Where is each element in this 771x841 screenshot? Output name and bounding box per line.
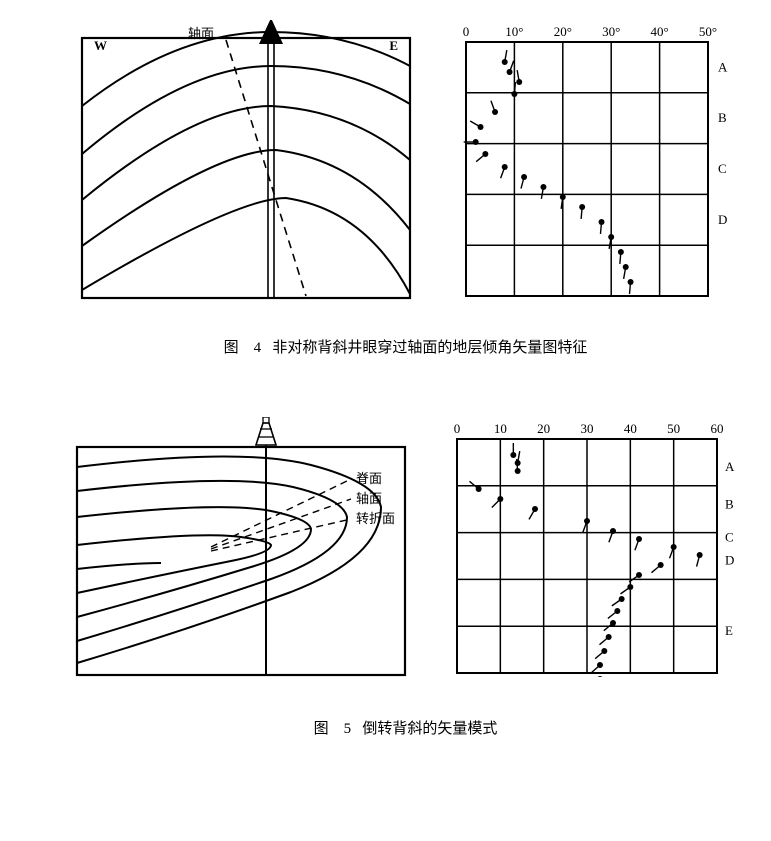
svg-text:50: 50	[667, 421, 680, 436]
fig5-caption-prefix: 图	[314, 721, 329, 737]
svg-text:40°: 40°	[650, 24, 668, 39]
svg-text:转折面: 转折面	[356, 511, 395, 526]
fig4-cross-section: W E 轴面	[76, 20, 416, 306]
svg-text:轴面: 轴面	[188, 26, 214, 41]
svg-text:D: D	[718, 212, 727, 227]
svg-text:W: W	[94, 38, 107, 53]
svg-text:30: 30	[580, 421, 593, 436]
fig4-tadpole-plot: 0 10° 20° 30° 40° 50° A B C D	[436, 20, 736, 300]
fig5-tadpole-svg: 0 10 20 30 40 50 60 A B CD E	[431, 417, 741, 677]
svg-text:A: A	[718, 59, 728, 74]
svg-text:0: 0	[453, 421, 460, 436]
fig4-caption-prefix: 图	[224, 340, 239, 356]
svg-text:脊面: 脊面	[356, 471, 382, 486]
svg-text:D: D	[725, 553, 734, 568]
svg-text:50°: 50°	[698, 24, 716, 39]
fig4-cross-section-svg: W E 轴面	[76, 20, 416, 306]
fig5-caption-text: 倒转背斜的矢量模式	[362, 721, 497, 737]
svg-text:C: C	[718, 161, 727, 176]
svg-text:40: 40	[623, 421, 636, 436]
svg-text:轴面: 轴面	[356, 491, 382, 506]
fig5-caption-number: 5	[344, 721, 352, 737]
fig5-cross-section-svg: 脊面轴面转折面	[71, 417, 411, 687]
svg-text:C: C	[725, 529, 734, 544]
svg-text:10: 10	[493, 421, 506, 436]
svg-text:E: E	[389, 38, 398, 53]
svg-text:10°: 10°	[505, 24, 523, 39]
fig5-cross-section: 脊面轴面转折面	[71, 417, 411, 687]
svg-text:A: A	[725, 459, 735, 474]
svg-text:B: B	[718, 110, 727, 125]
fig4-tadpole-svg: 0 10° 20° 30° 40° 50° A B C D	[436, 20, 736, 300]
fig5-tadpole-plot: 0 10 20 30 40 50 60 A B CD E	[431, 417, 741, 677]
svg-text:30°: 30°	[602, 24, 620, 39]
svg-text:60: 60	[710, 421, 723, 436]
fig5-caption: 图 5 倒转背斜的矢量模式	[20, 717, 771, 738]
figure-5-row: 脊面轴面转折面 0 10 20 30 40 50 60 A B CD E	[20, 417, 771, 687]
svg-text:E: E	[725, 623, 733, 638]
fig4-caption-text: 非对称背斜井眼穿过轴面的地层倾角矢量图特征	[272, 340, 587, 356]
svg-text:B: B	[725, 497, 734, 512]
fig4-caption-number: 4	[254, 340, 262, 356]
svg-text:20°: 20°	[553, 24, 571, 39]
figure-4-row: W E 轴面 0 10° 20° 30° 40° 50° A B C D	[20, 20, 771, 306]
figure-5: 脊面轴面转折面 0 10 20 30 40 50 60 A B CD E 图 5 倒转背斜的矢量模式	[20, 417, 771, 738]
fig4-caption: 图 4 非对称背斜井眼穿过轴面的地层倾角矢量图特征	[20, 336, 771, 357]
svg-text:0: 0	[462, 24, 469, 39]
figure-4: W E 轴面 0 10° 20° 30° 40° 50° A B C D 图 4 非对称背斜井眼穿过轴…	[20, 20, 771, 357]
svg-text:20: 20	[537, 421, 550, 436]
